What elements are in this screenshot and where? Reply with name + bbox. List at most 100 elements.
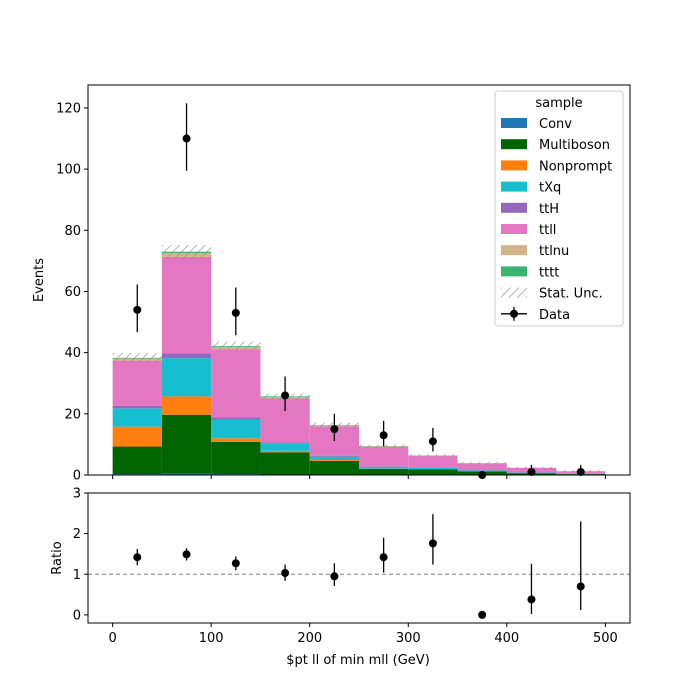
ratio-axes-frame	[87, 492, 631, 624]
stat-unc-band-bin-0	[112, 352, 162, 363]
legend-swatch-txq	[501, 181, 527, 192]
bar-tth-bin-0	[112, 405, 162, 409]
ratio-point-6	[428, 539, 437, 548]
legend-label-conv: Conv	[539, 117, 572, 132]
legend-label-multiboson: Multiboson	[539, 138, 610, 153]
bar-txq-bin-1	[161, 358, 212, 397]
legend-label-nonprompt: Nonprompt	[539, 159, 612, 174]
ratio-point-2	[231, 559, 240, 568]
legend-swatch-nonprompt	[501, 160, 527, 171]
bar-txq-bin-7	[457, 470, 507, 472]
bar-nonprompt-bin-2	[211, 438, 261, 442]
ratio-x-tick-label-300: 300	[396, 631, 421, 646]
data-point-9	[576, 467, 585, 476]
bar-ttll-bin-6	[408, 456, 458, 468]
bar-ttll-bin-1	[161, 256, 212, 354]
ratio-y-tick-label-2: 2	[73, 527, 81, 542]
bar-multiboson-bin-1	[161, 414, 212, 474]
ratio-point-8	[527, 595, 536, 604]
legend-swatch-conv	[501, 118, 527, 128]
legend-swatch-stat-unc	[501, 287, 527, 298]
bar-txq-bin-5	[359, 466, 409, 469]
legend-swatch-ttlnu	[501, 245, 527, 256]
main-panel: 0 20 40 60 80 100 120	[56, 84, 631, 484]
bar-tth-bin-5	[359, 466, 409, 467]
data-point-2	[231, 308, 240, 317]
bar-multiboson-bin-4	[309, 460, 359, 475]
ratio-x-tick-label-100: 100	[199, 631, 224, 646]
x-axis-title: $pt ll of min mll (GeV)	[286, 653, 430, 668]
data-point-8	[527, 467, 536, 476]
legend-swatch-multiboson	[501, 139, 527, 150]
bar-ttll-bin-5	[359, 447, 409, 467]
legend-label-tth: ttH	[539, 202, 559, 217]
main-y-tick-label-20: 20	[64, 407, 81, 422]
main-y-tick-label-100: 100	[56, 163, 81, 178]
main-y-tick-label-120: 120	[56, 101, 81, 116]
ratio-y-axis-title: Ratio	[50, 541, 65, 574]
bar-ttll-bin-0	[112, 360, 162, 406]
bar-tth-bin-3	[260, 442, 310, 444]
main-y-tick-label-80: 80	[64, 224, 81, 239]
legend-label-ttlnu: ttlnu	[539, 244, 569, 259]
bar-nonprompt-bin-1	[161, 396, 212, 415]
stat-unc-band-bin-6	[408, 454, 458, 457]
bar-txq-bin-6	[408, 467, 458, 470]
ratio-x-tick-label-0: 0	[108, 631, 116, 646]
bar-tth-bin-2	[211, 417, 261, 420]
data-point-0	[133, 305, 142, 314]
bar-multiboson-bin-2	[211, 441, 261, 475]
data-point-1	[182, 134, 191, 143]
legend-title: sample	[535, 96, 582, 111]
ratio-point-3	[281, 569, 290, 578]
ratio-point-0	[133, 553, 142, 562]
data-point-6	[428, 437, 437, 446]
stat-unc-band-bin-1	[161, 244, 212, 259]
ratio-x-tick-label-500: 500	[593, 631, 618, 646]
ratio-y-tick-label-3: 3	[73, 487, 81, 502]
ratio-point-5	[379, 553, 388, 562]
bar-txq-bin-2	[211, 419, 261, 439]
ratio-point-4	[330, 572, 339, 581]
stat-unc-band-bin-2	[211, 341, 261, 351]
ratio-x-tick-label-200: 200	[297, 631, 322, 646]
legend-label-ttll: ttll	[539, 223, 556, 238]
main-y-tick-label-60: 60	[64, 285, 81, 300]
legend-swatch-tth	[501, 202, 527, 213]
data-point-5	[379, 431, 388, 440]
bar-multiboson-bin-3	[260, 452, 310, 475]
ratio-point-7	[478, 610, 487, 619]
legend: sample Conv Multiboson Nonprompt tXq ttH ttll t…	[494, 90, 624, 327]
main-y-axis-title: Events	[32, 258, 47, 302]
bar-nonprompt-bin-0	[112, 426, 162, 447]
bar-txq-bin-4	[309, 456, 359, 461]
legend-label-data: Data	[539, 308, 570, 323]
bar-conv-bin-1	[161, 473, 212, 475]
ratio-y-tick-label-0: 0	[73, 608, 81, 623]
legend-swatch-ttll	[501, 224, 527, 234]
ratio-panel: 0 1 2 3 0 100 200 300 400 500	[73, 487, 631, 646]
legend-label-tttt: tttt	[539, 265, 559, 280]
main-axes-frame	[87, 84, 631, 476]
data-point-3	[281, 391, 290, 400]
ratio-x-tick-label-400: 400	[494, 631, 519, 646]
bar-ttll-bin-2	[211, 349, 261, 418]
bar-ttll-bin-7	[457, 463, 507, 471]
legend-label-stat-unc: Stat. Unc.	[539, 287, 603, 302]
data-point-4	[330, 425, 339, 434]
bar-multiboson-bin-6	[408, 469, 458, 475]
stat-unc-band-bin-7	[457, 461, 507, 465]
ratio-point-9	[576, 582, 585, 591]
legend-label-txq: tXq	[539, 181, 561, 196]
bar-tth-bin-4	[309, 455, 359, 457]
bar-txq-bin-3	[260, 443, 310, 451]
bar-multiboson-bin-5	[359, 469, 409, 475]
bar-nonprompt-bin-3	[260, 450, 310, 453]
bar-nonprompt-bin-4	[309, 460, 359, 461]
legend-swatch-tttt	[501, 266, 527, 277]
bar-txq-bin-0	[112, 408, 162, 427]
bar-multiboson-bin-0	[112, 446, 162, 475]
legend-swatch-data-marker	[510, 309, 518, 318]
ratio-y-tick-label-1: 1	[73, 568, 81, 583]
